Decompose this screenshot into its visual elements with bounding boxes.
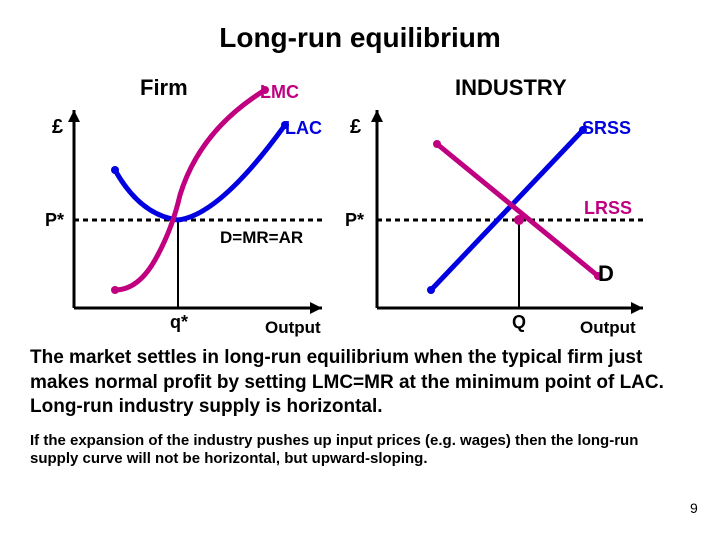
label-demand-D: D	[598, 261, 614, 287]
label-firm: Firm	[140, 75, 188, 101]
label-lmc: LMC	[260, 82, 299, 103]
label-dmrar: D=MR=AR	[220, 228, 303, 248]
label-pound-right: £	[350, 116, 361, 139]
label-qstar: q*	[170, 312, 188, 333]
label-output-right: Output	[580, 318, 636, 338]
label-industry: INDUSTRY	[455, 75, 567, 101]
page-number: 9	[690, 500, 698, 516]
footer-main-text: The market settles in long-run equilibri…	[30, 346, 690, 420]
footer-sub-text: If the expansion of the industry pushes …	[30, 432, 690, 468]
label-lrss: LRSS	[584, 198, 632, 219]
label-Q: Q	[512, 312, 526, 333]
label-pound-left: £	[52, 116, 63, 139]
label-pstar-right: P*	[345, 210, 364, 231]
label-lac: LAC	[285, 118, 322, 139]
label-output-left: Output	[265, 318, 321, 338]
label-pstar-left: P*	[45, 210, 64, 231]
page-title: Long-run equilibrium	[0, 22, 720, 54]
label-srss: SRSS	[582, 118, 631, 139]
